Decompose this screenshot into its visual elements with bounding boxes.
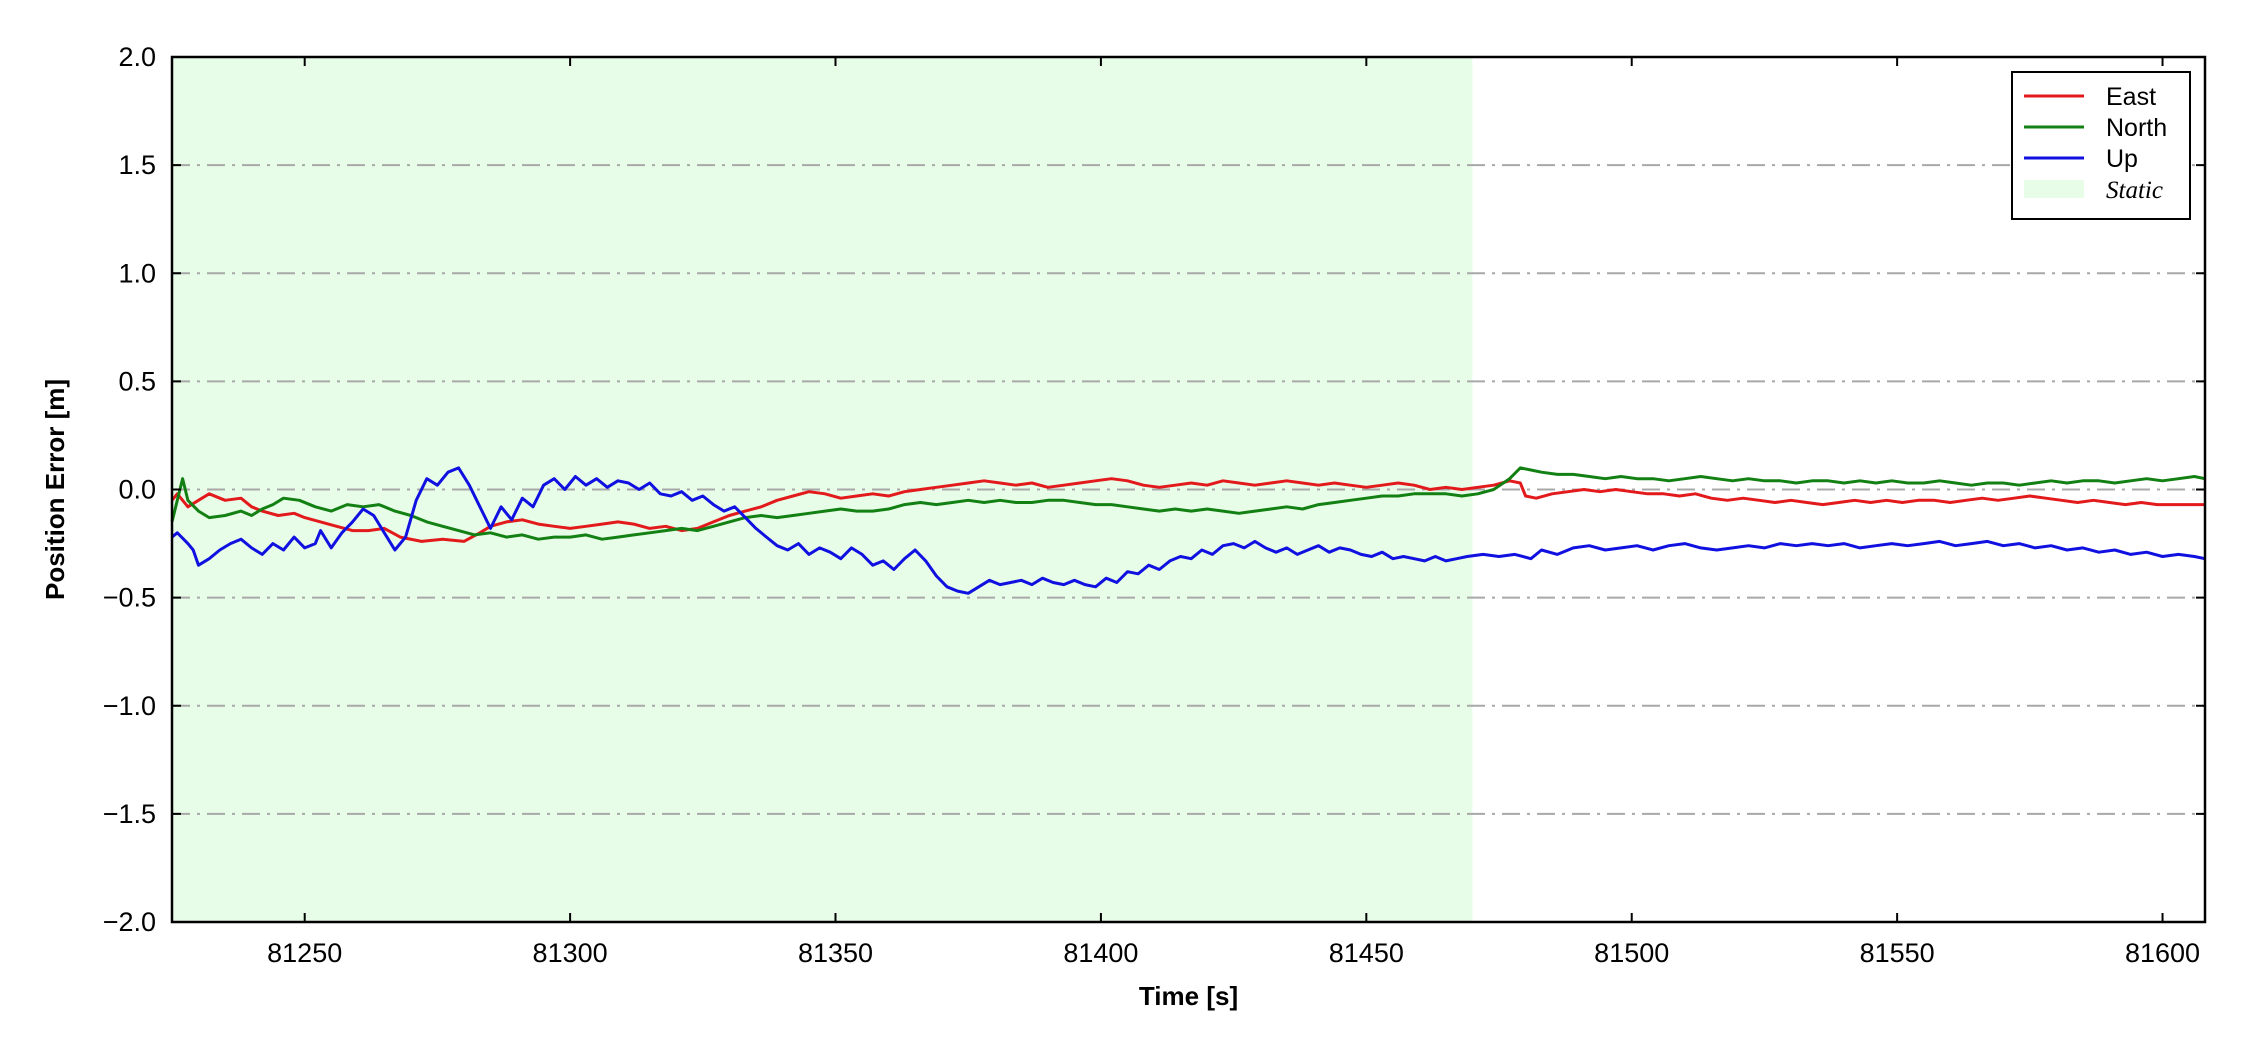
legend-label-east: East: [2106, 83, 2156, 111]
series-line-up: [171, 466, 2206, 595]
x-tick-label: 81500: [1594, 938, 1669, 968]
legend-label-north: North: [2106, 114, 2167, 142]
x-tick-label: 81300: [533, 938, 608, 968]
x-axis-ticks: 81250 81300 81350 81400 81450 81500 81550 81600: [267, 57, 2200, 968]
legend: East North Up Static: [2011, 71, 2191, 220]
shaded-region-static: [172, 57, 1473, 922]
y-tick-label: 0.0: [118, 475, 156, 505]
x-tick-label: 81450: [1329, 938, 1404, 968]
x-tick-label: 81250: [267, 938, 342, 968]
x-axis-label: Time [s]: [1139, 981, 1238, 1011]
y-tick-label: 0.5: [118, 366, 156, 396]
y-tick-label: 1.5: [118, 150, 156, 180]
y-axis-label: Position Error [m]: [40, 379, 70, 600]
y-tick-label: −2.0: [103, 907, 156, 937]
y-tick-label: 1.0: [118, 258, 156, 288]
x-tick-label: 81550: [1860, 938, 1935, 968]
y-tick-label: 2.0: [118, 42, 156, 72]
series-lines: [170, 466, 2206, 595]
x-tick-label: 81400: [1063, 938, 1138, 968]
x-tick-label: 81350: [798, 938, 873, 968]
y-tick-label: −0.5: [103, 583, 156, 613]
x-tick-label: 81600: [2125, 938, 2200, 968]
legend-label-static: Static: [2106, 177, 2163, 204]
y-tick-label: −1.0: [103, 691, 156, 721]
grid-lines: [172, 164, 2205, 815]
y-tick-label: −1.5: [103, 799, 156, 829]
series-line-north: [170, 466, 2206, 541]
y-axis-ticks: −2.0 −1.5 −1.0 −0.5 0.0 0.5 1.0 1.5 2.0: [103, 42, 2205, 937]
shaded-regions: [172, 57, 1473, 922]
legend-swatch-static: [2024, 180, 2084, 198]
legend-label-up: Up: [2106, 145, 2138, 173]
